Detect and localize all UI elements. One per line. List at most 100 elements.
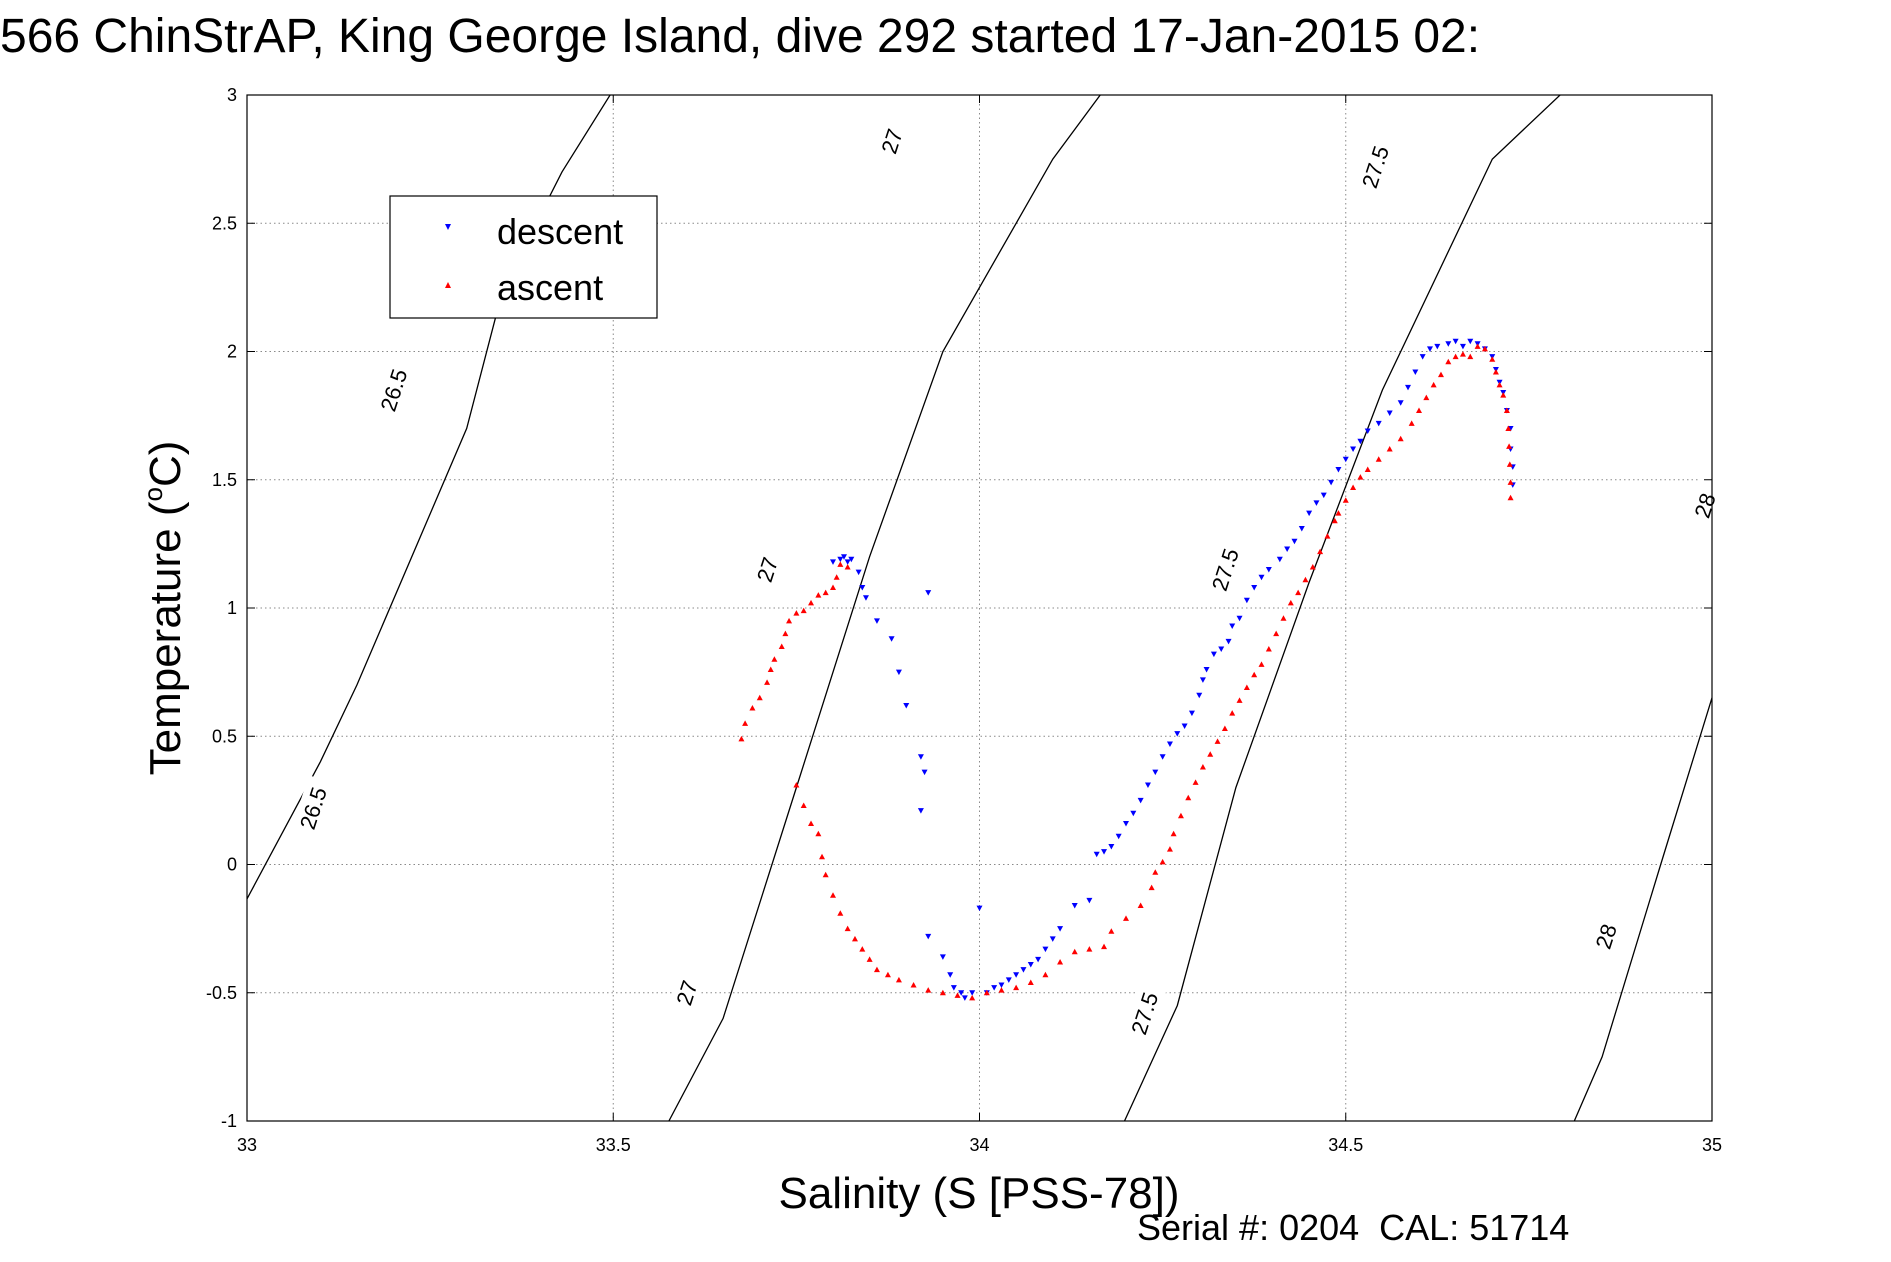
- descent-point: [873, 618, 880, 624]
- x-tick-label: 34: [969, 1135, 989, 1155]
- ascent-point: [1159, 858, 1166, 865]
- density-contour-line: [247, 95, 611, 901]
- descent-point: [1426, 346, 1433, 352]
- ascent-point: [1258, 661, 1265, 667]
- ascent-point: [793, 610, 800, 616]
- ascent-point: [1452, 353, 1459, 360]
- descent-point: [1276, 556, 1283, 563]
- ascent-point: [815, 592, 822, 598]
- descent-point: [1049, 936, 1056, 942]
- descent-point: [1152, 769, 1159, 776]
- ascent-point: [1492, 369, 1499, 375]
- ascent-point: [1350, 484, 1357, 490]
- ascent-point: [910, 982, 917, 988]
- ascent-point: [1437, 371, 1444, 378]
- ascent-point: [1243, 684, 1250, 691]
- x-tick-label: 33.5: [596, 1135, 631, 1155]
- axis-ticks: 33 33.5 34 34.5 35 -1 -0.5 0 0.5 1 1.5 2 2.5 3: [206, 85, 1722, 1155]
- ascent-point: [1335, 510, 1342, 516]
- ascent-point: [844, 563, 851, 570]
- descent-point: [888, 636, 895, 642]
- descent-point: [1115, 833, 1122, 840]
- ascent-point: [844, 925, 851, 932]
- x-tick-label: 33: [237, 1135, 257, 1155]
- ascent-point: [800, 607, 807, 614]
- ascent-point: [1086, 946, 1093, 952]
- ascent-point: [1503, 407, 1510, 413]
- descent-point: [947, 972, 954, 978]
- ascent-point: [1506, 443, 1513, 449]
- ascent-point: [998, 987, 1005, 993]
- descent-point: [1412, 369, 1419, 376]
- density-contour-line: [1123, 95, 1562, 1121]
- descent-point: [1375, 420, 1382, 427]
- ascent-point: [1214, 738, 1221, 744]
- descent-point: [1174, 731, 1181, 737]
- descent-point: [1035, 956, 1042, 963]
- ascent-point: [830, 892, 836, 898]
- descent-point: [1144, 782, 1151, 788]
- ascent-point: [822, 871, 829, 878]
- y-axis-label-prefix: Temperature (: [141, 501, 190, 775]
- ascent-point: [1445, 358, 1452, 365]
- contour-label-bg: [663, 959, 710, 1026]
- descent-point: [1101, 849, 1108, 855]
- ascent-point: [742, 720, 749, 726]
- descent-point: [1181, 723, 1188, 729]
- ascent-point: [1251, 671, 1258, 678]
- contour-label-bg: [1352, 133, 1398, 200]
- ascent-point: [1342, 497, 1349, 503]
- ascent-point: [895, 976, 902, 983]
- ascent-point: [1500, 392, 1507, 398]
- descent-point: [1020, 967, 1027, 973]
- ascent-point: [1123, 915, 1129, 921]
- descent-point: [1071, 903, 1078, 909]
- ascent-point: [1481, 345, 1488, 352]
- contour-label-bg: [1121, 980, 1167, 1047]
- ascent-point: [1375, 456, 1382, 462]
- ascent-point: [764, 679, 771, 685]
- descent-point: [1467, 338, 1474, 345]
- contour-label-bg: [869, 108, 915, 175]
- descent-point: [1057, 926, 1064, 932]
- descent-point: [1236, 615, 1243, 622]
- ascent-point: [749, 705, 756, 711]
- descent-point: [1357, 438, 1364, 445]
- ascent-point: [786, 617, 793, 624]
- ascent-point: [822, 589, 829, 596]
- descent-point: [903, 702, 910, 709]
- ascent-point: [767, 666, 774, 673]
- ascent-point: [1101, 943, 1108, 950]
- ascent-point: [1273, 630, 1280, 637]
- ascent-point: [1397, 435, 1404, 442]
- descent-point: [1419, 354, 1426, 360]
- legend-ascent-marker: [445, 282, 451, 288]
- descent-point: [1459, 343, 1466, 350]
- contour-label-bg: [1202, 536, 1248, 603]
- descent-point: [1298, 525, 1305, 532]
- descent-point: [1258, 574, 1265, 581]
- descent-point: [1313, 500, 1320, 506]
- y-tick-label: 1: [227, 598, 237, 618]
- legend-descent-marker: [445, 224, 451, 230]
- contour-label-bg: [290, 775, 336, 841]
- ascent-point: [939, 989, 946, 996]
- ascent-point: [1236, 697, 1243, 703]
- descent-point: [969, 990, 976, 996]
- ascent-point: [1265, 646, 1272, 652]
- ascent-point: [1199, 764, 1206, 770]
- descent-point: [1328, 479, 1335, 486]
- ascent-point: [1416, 407, 1422, 413]
- y-tick-label: -1: [221, 1111, 237, 1131]
- ascent-point: [1013, 984, 1020, 991]
- descent-point: [1229, 623, 1236, 629]
- descent-point: [976, 905, 983, 912]
- descent-point: [1005, 977, 1012, 983]
- data-series: [738, 338, 1516, 1001]
- ascent-point: [1108, 928, 1115, 934]
- descent-point: [1350, 446, 1357, 452]
- ascent-point: [1027, 979, 1034, 985]
- y-axis-label: Temperature (oC): [138, 441, 190, 776]
- ascent-point: [925, 987, 932, 993]
